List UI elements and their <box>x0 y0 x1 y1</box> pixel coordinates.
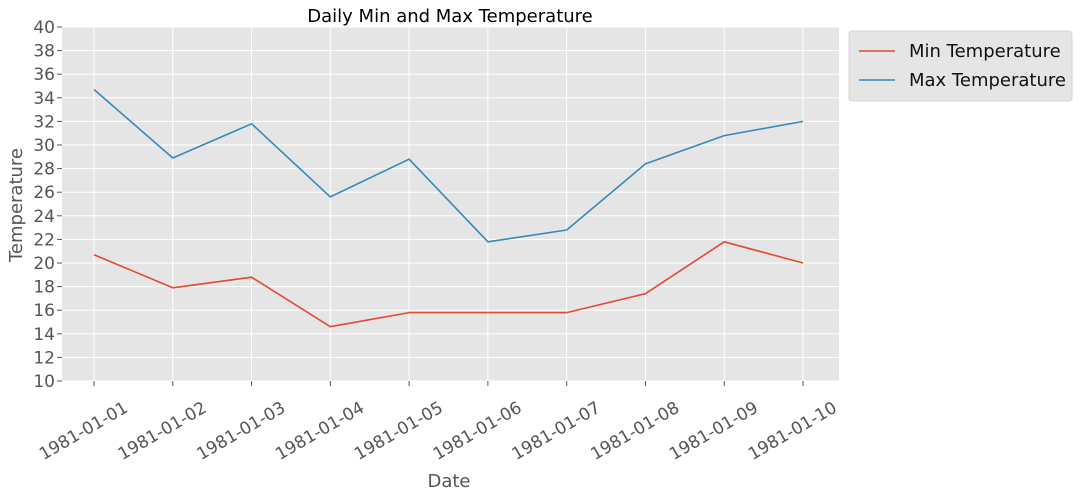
x-tick-label: 1981-01-06 <box>430 398 526 465</box>
series-line-max-temperature <box>93 88 804 243</box>
x-tick-label: 1981-01-04 <box>272 398 368 465</box>
y-tick-label: 16 <box>33 301 55 321</box>
y-tick-label: 38 <box>33 42 55 62</box>
x-tick-label: 1981-01-10 <box>745 398 841 465</box>
x-axis-ticks: 1981-01-011981-01-021981-01-031981-01-04… <box>36 381 841 465</box>
y-tick-label: 30 <box>33 136 55 156</box>
series-line-min-temperature <box>93 241 804 328</box>
y-tick-label: 24 <box>33 207 55 227</box>
y-tick-label: 20 <box>33 254 55 274</box>
y-tick-label: 34 <box>33 89 55 109</box>
y-tick-label: 22 <box>33 230 55 250</box>
x-tick-label: 1981-01-03 <box>193 398 289 465</box>
legend-box <box>848 30 1073 102</box>
x-tick-label: 1981-01-07 <box>509 398 605 465</box>
y-axis-ticks: 10 12 14 16 18 20 22 24 26 28 30 32 34 36 38 40 <box>33 18 62 392</box>
x-axis-label: Date <box>427 471 470 492</box>
x-tick-label: 1981-01-09 <box>666 398 762 465</box>
legend: Min Temperature Max Temperature <box>848 30 1073 102</box>
y-axis-label: Temperature <box>6 148 27 263</box>
x-tick-label: 1981-01-08 <box>587 398 683 465</box>
chart-title: Daily Min and Max Temperature <box>307 6 592 27</box>
legend-label: Min Temperature <box>909 41 1061 62</box>
y-tick-label: 40 <box>33 18 55 38</box>
y-tick-label: 28 <box>33 160 55 180</box>
y-tick-label: 10 <box>33 372 55 392</box>
x-tick-label: 1981-01-02 <box>115 398 211 465</box>
y-tick-label: 26 <box>33 183 55 203</box>
y-tick-label: 14 <box>33 325 55 345</box>
plot-area <box>62 27 839 381</box>
y-tick-label: 12 <box>33 348 55 368</box>
legend-label: Max Temperature <box>909 70 1066 91</box>
x-tick-label: 1981-01-01 <box>36 398 132 465</box>
x-tick-label: 1981-01-05 <box>351 398 447 465</box>
series-group <box>93 88 804 328</box>
y-tick-label: 36 <box>33 65 55 85</box>
y-tick-label: 32 <box>33 112 55 132</box>
legend-items: Min Temperature Max Temperature <box>859 41 1066 91</box>
grid <box>62 26 839 382</box>
y-tick-label: 18 <box>33 278 55 298</box>
